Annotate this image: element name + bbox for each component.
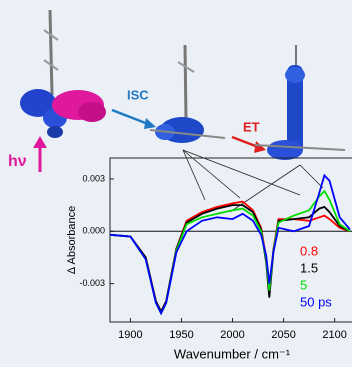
background bbox=[0, 0, 352, 367]
annotation: ISC bbox=[127, 87, 149, 102]
y-axis-label: Δ Absorbance bbox=[66, 206, 78, 275]
legend-label: 50 ps bbox=[300, 294, 332, 309]
x-axis-label: Wavenumber / cm⁻¹ bbox=[174, 346, 291, 361]
annotation: hν bbox=[8, 153, 27, 170]
y-tick-label: 0.000 bbox=[82, 226, 105, 236]
x-tick-label: 2000 bbox=[220, 329, 244, 341]
x-tick-label: 1950 bbox=[169, 329, 193, 341]
x-tick-label: 1900 bbox=[118, 329, 142, 341]
page: hν ISC ET Δ Absorbance Wavenumber / cm⁻¹… bbox=[0, 0, 352, 367]
legend-label: 5 bbox=[300, 277, 307, 292]
x-tick-label: 2100 bbox=[322, 329, 346, 341]
y-tick-label: -0.003 bbox=[79, 278, 105, 288]
annotation: ET bbox=[243, 119, 260, 134]
legend-label: 1.5 bbox=[300, 260, 318, 275]
y-tick-label: 0.003 bbox=[82, 173, 105, 183]
x-tick-label: 2050 bbox=[271, 329, 295, 341]
legend-label: 0.8 bbox=[300, 243, 318, 258]
chart: hν ISC ET Δ Absorbance Wavenumber / cm⁻¹… bbox=[0, 0, 352, 367]
